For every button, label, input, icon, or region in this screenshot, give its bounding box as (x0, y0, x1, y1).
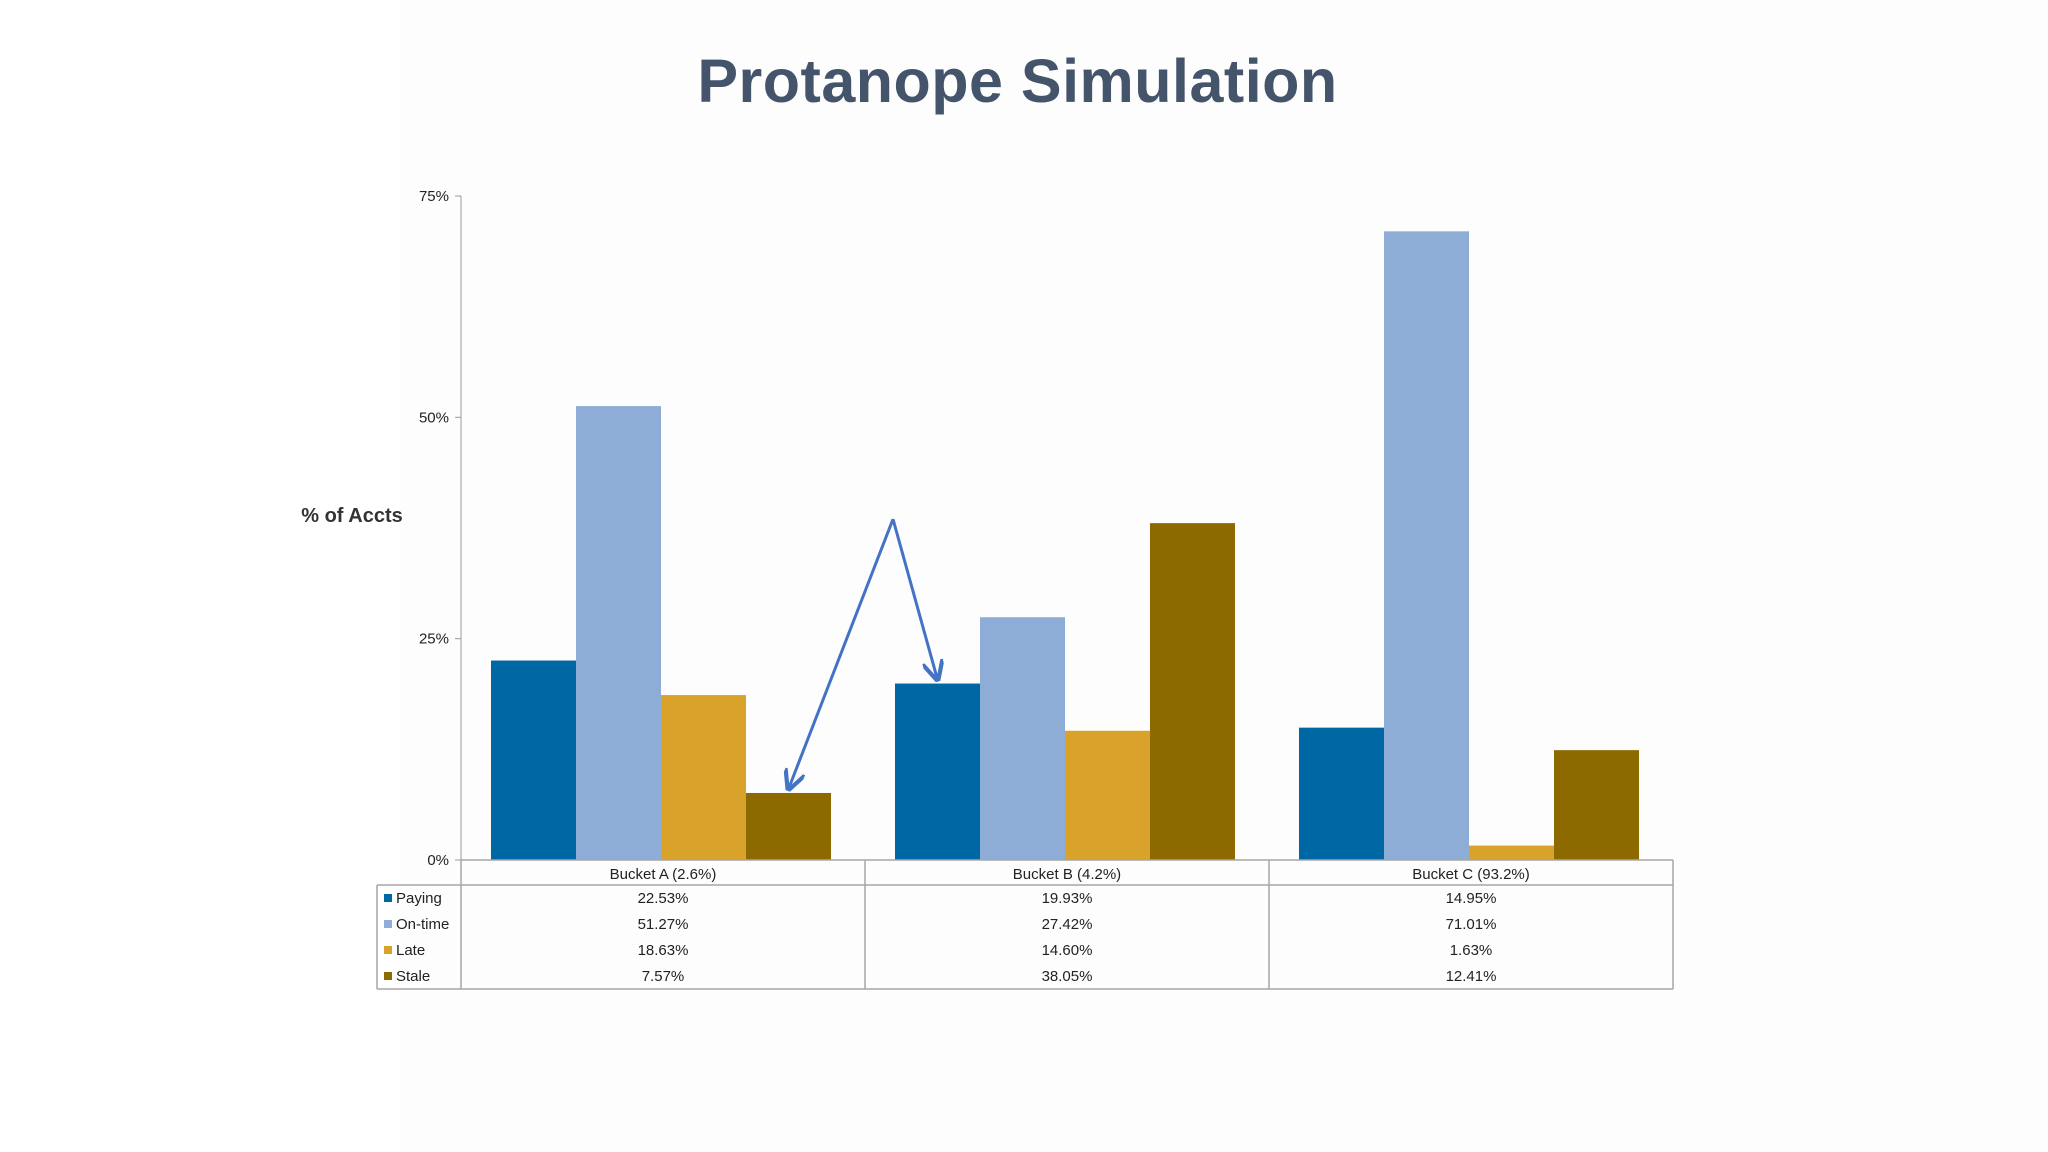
data-table-value: 1.63% (1450, 942, 1493, 959)
bar-stale (1150, 523, 1235, 860)
x-category-label: Bucket A (2.6%) (610, 866, 717, 883)
y-axis-label: % of Accts (301, 505, 403, 527)
page-title: Protanope Simulation (697, 47, 1338, 115)
data-table-value: 19.93% (1042, 890, 1093, 907)
annotation-arrow (789, 518, 895, 789)
y-tick-label: 50% (419, 409, 449, 426)
data-table-value: 71.01% (1446, 916, 1497, 933)
bar-on-time (980, 617, 1065, 860)
bar-paying (491, 660, 576, 860)
data-table-value: 27.42% (1042, 916, 1093, 933)
data-table-value: 38.05% (1042, 968, 1093, 985)
bar-paying (895, 683, 980, 860)
bar-on-time (576, 406, 661, 860)
y-tick-label: 25% (419, 631, 449, 648)
data-table-value: 51.27% (638, 916, 689, 933)
data-table-value: 7.57% (642, 968, 685, 985)
legend-swatch (384, 972, 392, 980)
data-table-value: 22.53% (638, 890, 689, 907)
legend-label: Stale (396, 968, 430, 985)
bar-stale (1554, 750, 1639, 860)
legend-swatch (384, 894, 392, 902)
legend-label: Paying (396, 890, 442, 907)
bar-late (661, 695, 746, 860)
data-table-value: 14.60% (1042, 942, 1093, 959)
bar-late (1469, 845, 1554, 860)
y-tick-label: 0% (427, 852, 449, 869)
data-table-value: 18.63% (638, 942, 689, 959)
bar-late (1065, 730, 1150, 860)
legend-swatch (384, 946, 392, 954)
bar-paying (1299, 727, 1384, 860)
x-category-label: Bucket B (4.2%) (1013, 866, 1121, 883)
legend-label: On-time (396, 916, 449, 933)
bar-on-time (1384, 231, 1469, 860)
x-category-label: Bucket C (93.2%) (1412, 866, 1530, 883)
annotation-arrow (891, 518, 938, 679)
legend-label: Late (396, 942, 425, 959)
bar-stale (746, 792, 831, 860)
data-table-value: 12.41% (1446, 968, 1497, 985)
legend-swatch (384, 920, 392, 928)
y-tick-label: 75% (419, 188, 449, 205)
data-table-value: 14.95% (1446, 890, 1497, 907)
